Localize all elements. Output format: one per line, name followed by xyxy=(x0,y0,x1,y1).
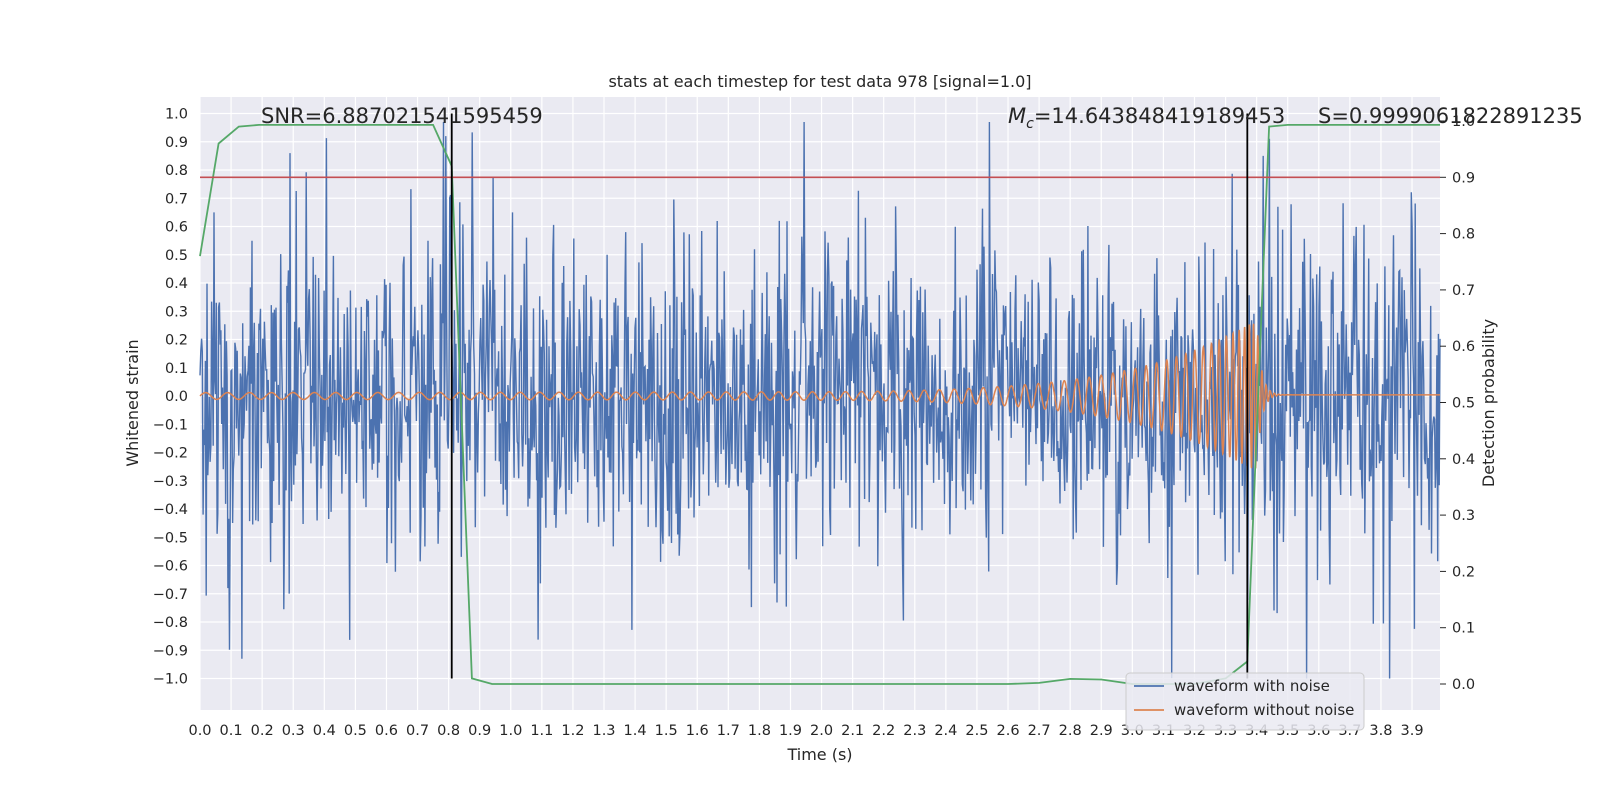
mc-symbol: M xyxy=(1008,104,1026,128)
legend: waveform with noise waveform without noi… xyxy=(1125,672,1365,731)
mc-subscript: c xyxy=(1026,116,1034,132)
y2-tick-label: 0.7 xyxy=(1452,283,1475,299)
y-tick-label: −0.6 xyxy=(153,559,188,575)
x-tick-label: 1.1 xyxy=(530,723,553,739)
x-tick-label: 2.7 xyxy=(1028,723,1051,739)
x-tick-label: 2.2 xyxy=(872,723,895,739)
y-axis-label: Whitened strain xyxy=(123,339,142,466)
x-tick-label: 2.9 xyxy=(1090,723,1113,739)
y2-tick-label: 0.3 xyxy=(1452,508,1475,524)
y-tick-label: −0.2 xyxy=(153,446,188,462)
x-tick-label: 1.5 xyxy=(655,723,678,739)
x-tick-label: 0.0 xyxy=(188,723,211,739)
mc-annotation: Mc=14.643848419189453 xyxy=(1008,104,1285,132)
x-tick-label: 1.4 xyxy=(624,723,647,739)
s-annotation: S=0.9999061822891235 xyxy=(1318,104,1583,128)
y-tick-label: −0.9 xyxy=(153,643,188,659)
y2-tick-label: 1.0 xyxy=(1452,114,1475,130)
x-tick-label: 2.6 xyxy=(996,723,1019,739)
y2-tick-labels: 1.0 0.9 0.8 0.7 0.6 0.5 0.4 0.3 0.2 0.1 0.0 xyxy=(1440,114,1475,693)
y-tick-label: −0.7 xyxy=(153,587,188,603)
y2-axis-label: Detection probability xyxy=(1479,319,1498,487)
y2-tick-label: 0.4 xyxy=(1452,452,1475,468)
y-tick-label: 0.0 xyxy=(165,389,188,405)
y-tick-label: 0.4 xyxy=(165,276,188,292)
x-tick-label: 2.3 xyxy=(903,723,926,739)
y-tick-label: −0.4 xyxy=(153,502,188,518)
x-tick-label: 3.8 xyxy=(1369,723,1392,739)
series-line-noisy-waveform xyxy=(199,121,1441,679)
y-tick-label: 0.7 xyxy=(165,191,188,207)
x-tick-label: 1.9 xyxy=(779,723,802,739)
x-tick-label: 2.0 xyxy=(810,723,833,739)
x-tick-label: 0.4 xyxy=(313,723,336,739)
x-tick-label: 0.1 xyxy=(220,723,243,739)
x-tick-label: 2.4 xyxy=(934,723,957,739)
x-tick-label: 1.3 xyxy=(592,723,615,739)
series-line-detection-probability xyxy=(199,124,1440,685)
x-axis-label: Time (s) xyxy=(786,745,852,764)
y-tick-label: −0.5 xyxy=(153,530,188,546)
y2-tick-label: 0.0 xyxy=(1452,677,1475,693)
y-tick-label: 0.3 xyxy=(165,304,188,320)
y-tick-labels: 1.0 0.9 0.8 0.7 0.6 0.5 0.4 0.3 0.2 0.1 0.0 −0.1 −0.… xyxy=(153,107,188,688)
x-tick-label: 0.9 xyxy=(468,723,491,739)
y-tick-label: 0.8 xyxy=(165,163,188,179)
x-tick-label: 1.6 xyxy=(686,723,709,739)
y2-tick-label: 0.2 xyxy=(1452,564,1475,580)
y-tick-label: 1.0 xyxy=(165,107,188,123)
y2-tick-label: 0.6 xyxy=(1452,339,1475,355)
legend-label-noise: waveform with noise xyxy=(1174,677,1330,695)
legend-label-clean: waveform without noise xyxy=(1174,701,1354,719)
legend-box xyxy=(1125,672,1365,731)
y2-tick-label: 0.8 xyxy=(1452,227,1475,243)
y-tick-label: 0.2 xyxy=(165,333,188,349)
x-tick-label: 0.6 xyxy=(375,723,398,739)
x-tick-label: 2.8 xyxy=(1059,723,1082,739)
y-tick-label: −0.3 xyxy=(153,474,188,490)
x-tick-label: 1.2 xyxy=(561,723,584,739)
y2-tick-label: 0.5 xyxy=(1452,396,1475,412)
x-tick-label: 1.0 xyxy=(499,723,522,739)
y-tick-label: 0.9 xyxy=(165,135,188,151)
y-tick-label: −0.1 xyxy=(153,417,188,433)
y-tick-label: 0.6 xyxy=(165,220,188,236)
y-tick-label: −1.0 xyxy=(153,672,188,688)
x-tick-label: 3.9 xyxy=(1400,723,1423,739)
x-tick-label: 0.2 xyxy=(251,723,274,739)
y2-tick-label: 0.1 xyxy=(1452,621,1475,637)
y2-tick-label: 0.9 xyxy=(1452,170,1475,186)
x-tick-label: 1.7 xyxy=(717,723,740,739)
series-line-clean-waveform xyxy=(199,323,1440,469)
mc-value: =14.643848419189453 xyxy=(1034,104,1285,128)
chart-title: stats at each timestep for test data 978… xyxy=(608,72,1031,91)
snr-annotation: SNR=6.887021541595459 xyxy=(261,104,543,128)
x-tick-label: 0.8 xyxy=(437,723,460,739)
series-layer xyxy=(199,121,1441,685)
x-tick-label: 2.5 xyxy=(965,723,988,739)
y-tick-label: −0.8 xyxy=(153,615,188,631)
reference-lines xyxy=(200,113,1440,679)
y-tick-label: 0.5 xyxy=(165,248,188,264)
x-tick-label: 0.7 xyxy=(406,723,429,739)
x-tick-label: 2.1 xyxy=(841,723,864,739)
y-tick-label: 0.1 xyxy=(165,361,188,377)
x-tick-label: 0.5 xyxy=(344,723,367,739)
x-tick-label: 0.3 xyxy=(282,723,305,739)
x-tick-label: 1.8 xyxy=(748,723,771,739)
